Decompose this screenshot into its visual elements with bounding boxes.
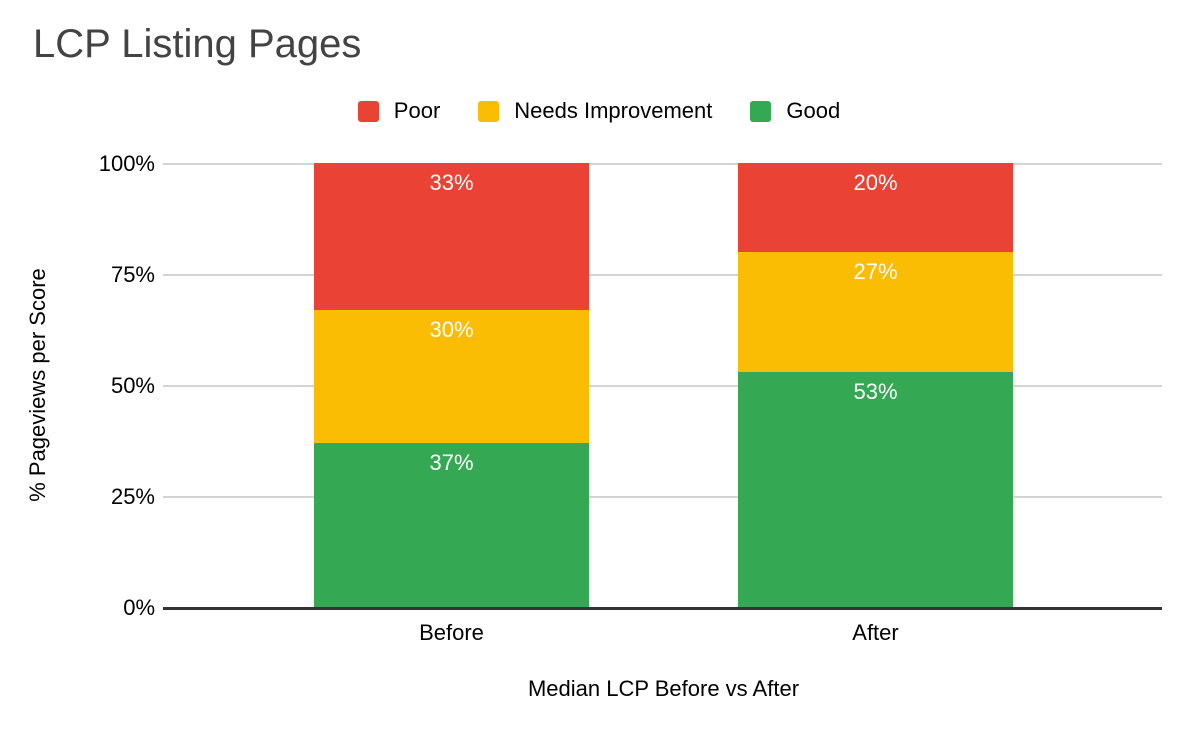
legend-swatch-poor [357,100,379,122]
bar-value-label: 30% [429,316,474,342]
bar-value-label: 27% [853,258,898,284]
y-tick-label-75: 75% [110,262,155,287]
bar-segment-after-needs-improvement: 27% [738,251,1013,372]
x-axis-title: Median LCP Before vs After [527,676,800,701]
legend-label: Poor [393,98,441,123]
x-axis-line [163,607,1162,610]
bar-segment-before-good: 37% [314,442,589,607]
category-labels-row: Before After [165,620,1162,646]
bars-row: 33% 30% 37% 20% 27% 53% [165,163,1162,607]
gridline [163,274,1162,276]
bar-segment-before-poor: 33% [314,163,589,310]
chart-title: LCP Listing Pages [33,22,362,66]
legend-label: Needs Improvement [514,98,713,123]
y-tick-label-0: 0% [123,595,155,620]
bar-value-label: 20% [853,170,898,195]
bar-before: 33% 30% 37% [314,163,589,607]
category-label-before: Before [419,620,484,645]
y-tick-label-50: 50% [110,373,155,398]
gridline [163,496,1162,498]
legend: Poor Needs Improvement Good [0,97,1198,125]
gridline [163,163,1162,165]
bar-segment-after-poor: 20% [738,163,1013,252]
category-label-after: After [852,620,899,645]
bar-value-label: 37% [429,449,474,475]
bar-segment-after-good: 53% [738,371,1013,607]
bar-value-label: 53% [853,378,898,404]
legend-item-poor: Poor [357,98,441,124]
legend-item-needs-improvement: Needs Improvement [478,98,712,124]
legend-swatch-good [750,100,772,122]
bar-segment-before-needs-improvement: 30% [314,309,589,443]
legend-label: Good [786,98,841,123]
legend-item-good: Good [750,98,840,124]
plot-area [163,163,1162,610]
y-tick-label-25: 25% [110,484,155,509]
y-tick-label-100: 100% [98,151,155,176]
legend-swatch-needs-improvement [478,100,500,122]
bar-after: 20% 27% 53% [738,163,1013,607]
bar-value-label: 33% [429,170,474,195]
gridline [163,385,1162,387]
